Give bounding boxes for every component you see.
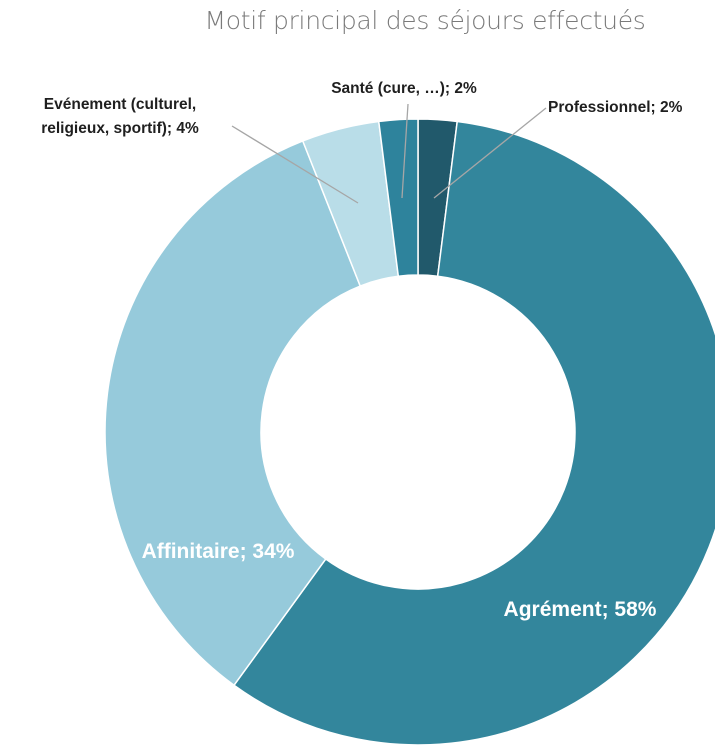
chart-title: Motif principal des séjours effectués <box>204 6 646 35</box>
leader-lines <box>231 103 547 204</box>
leader-line-evenement-culturel-religieux-sportif <box>231 125 359 204</box>
leader-line-sante-cure <box>401 103 409 199</box>
leader-line-professionnel <box>433 107 547 199</box>
slice-label-sante-cure: Santé (cure, …); 2% <box>331 80 477 97</box>
slice-label-agrement: Agrément; 58% <box>504 598 657 621</box>
slice-label-evenement-culturel-religieux-sportif: Evénement (culturel, religieux, sportif);… <box>41 96 199 137</box>
slice-affinitaire <box>104 140 362 687</box>
donut-slices <box>104 118 715 746</box>
slice-agrement <box>232 120 715 746</box>
slice-label-professionnel: Professionnel; 2% <box>548 99 683 116</box>
slice-labels: Professionnel; 2% Agrément; 58% Affinitair… <box>41 80 682 621</box>
slice-label-affinitaire: Affinitaire; 34% <box>142 540 295 563</box>
slice-sante-cure <box>377 118 419 278</box>
